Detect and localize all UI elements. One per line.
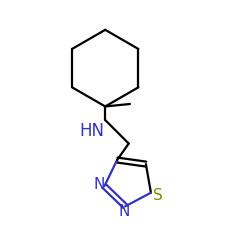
Text: N: N: [93, 178, 104, 192]
Text: N: N: [118, 204, 130, 219]
Text: S: S: [154, 188, 163, 203]
Text: HN: HN: [79, 122, 104, 140]
